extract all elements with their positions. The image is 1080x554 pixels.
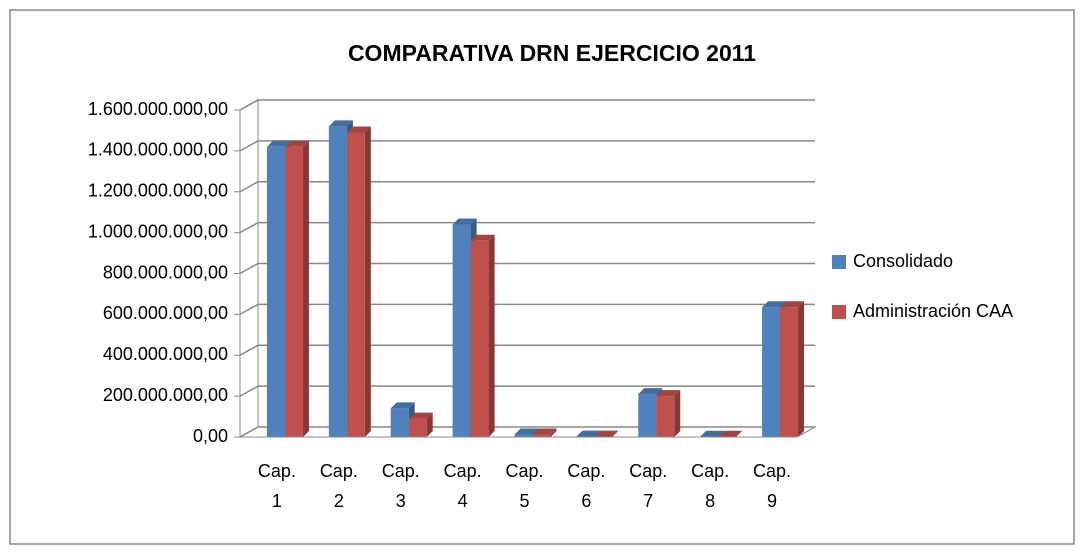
bar-top bbox=[762, 301, 787, 308]
bar bbox=[408, 418, 427, 437]
bar-side bbox=[798, 301, 805, 437]
floor-edge bbox=[796, 426, 816, 438]
grid-line bbox=[239, 426, 815, 438]
legend-swatch bbox=[832, 255, 846, 269]
bar-top bbox=[700, 430, 725, 437]
bar-side bbox=[612, 430, 619, 437]
y-tick-label: 800.000.000,00 bbox=[103, 262, 228, 282]
bar-side bbox=[488, 234, 495, 437]
x-tick-label: Cap. 4 bbox=[443, 461, 482, 511]
bar-top bbox=[594, 430, 619, 437]
bar bbox=[762, 307, 781, 437]
bar-top bbox=[328, 120, 353, 127]
y-tick-label: 0,00 bbox=[193, 426, 228, 446]
bar-top bbox=[408, 412, 433, 419]
x-tick-label: Cap. 5 bbox=[505, 461, 544, 511]
y-tick-label: 600.000.000,00 bbox=[103, 303, 228, 323]
x-tick-label: Cap. 1 bbox=[257, 461, 296, 511]
grid-line bbox=[239, 303, 815, 316]
grid-line bbox=[239, 385, 815, 397]
grid-line bbox=[239, 344, 815, 356]
bar-side bbox=[364, 126, 371, 437]
bar-top bbox=[656, 390, 681, 397]
y-tick-label: 1.600.000.000,00 bbox=[88, 99, 228, 119]
y-tick-label: 1.000.000.000,00 bbox=[88, 221, 228, 241]
bar-side bbox=[674, 390, 681, 437]
legend-swatch bbox=[832, 305, 846, 319]
bar bbox=[390, 408, 409, 437]
bar bbox=[514, 434, 533, 437]
y-tick-label: 1.400.000.000,00 bbox=[88, 140, 228, 160]
grid-line bbox=[239, 221, 815, 234]
bar-top bbox=[452, 218, 477, 225]
chart-frame bbox=[9, 9, 1075, 545]
x-tick-label: Cap. 6 bbox=[567, 461, 606, 511]
bar bbox=[532, 434, 551, 437]
bar bbox=[638, 394, 657, 437]
x-tick-label: Cap. 8 bbox=[691, 461, 730, 511]
bar-side bbox=[550, 428, 557, 437]
x-tick-label: Cap. 2 bbox=[319, 461, 358, 511]
bar-top bbox=[470, 234, 495, 241]
legend-label: Administración CAA bbox=[853, 301, 1013, 321]
bar-top bbox=[532, 428, 557, 435]
x-tick-label: Cap. 9 bbox=[753, 461, 792, 511]
x-tick-label: Cap. 3 bbox=[381, 461, 420, 511]
bar-top bbox=[718, 430, 743, 437]
bar bbox=[452, 224, 471, 437]
bar-top bbox=[346, 126, 371, 133]
bar bbox=[470, 240, 489, 437]
x-tick-label: Cap. 7 bbox=[629, 461, 668, 511]
bar-top bbox=[390, 402, 415, 409]
y-tick-label: 400.000.000,00 bbox=[103, 344, 228, 364]
bar bbox=[346, 132, 365, 437]
bar-side bbox=[426, 412, 433, 437]
bar bbox=[656, 396, 675, 437]
y-tick-label: 200.000.000,00 bbox=[103, 385, 228, 405]
grid-line bbox=[239, 181, 815, 193]
bar-side bbox=[302, 140, 309, 437]
bar-top bbox=[576, 430, 601, 437]
bar bbox=[284, 146, 303, 437]
bar-top bbox=[638, 388, 663, 395]
chart-title: COMPARATIVA DRN EJERCICIO 2011 bbox=[348, 40, 756, 66]
bar bbox=[266, 146, 285, 437]
bar-top bbox=[514, 428, 539, 435]
bar bbox=[780, 307, 799, 437]
legend-label: Consolidado bbox=[853, 251, 953, 271]
bar-top bbox=[284, 140, 309, 147]
bar-top bbox=[780, 301, 805, 308]
bar bbox=[328, 126, 347, 437]
grid-line bbox=[239, 262, 815, 275]
bar-side bbox=[736, 430, 743, 437]
y-tick-label: 1.200.000.000,00 bbox=[88, 181, 228, 201]
grid-line bbox=[239, 140, 815, 152]
bar-top bbox=[266, 140, 291, 147]
grid-line bbox=[239, 99, 815, 111]
